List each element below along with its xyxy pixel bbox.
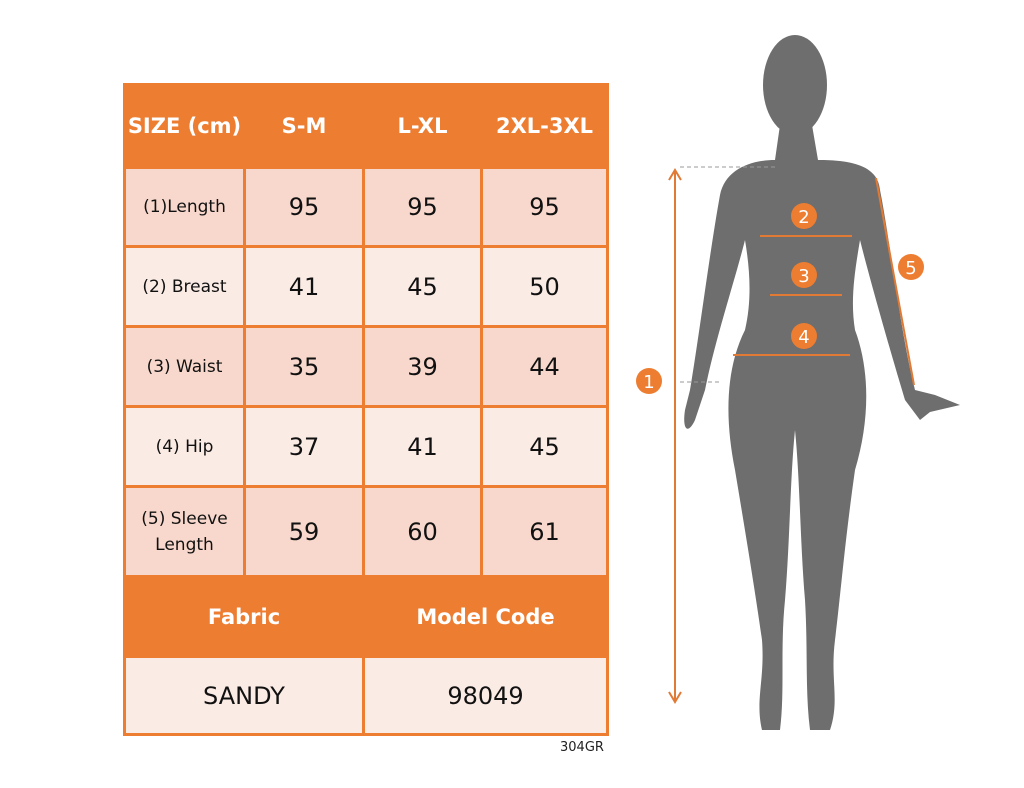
marker-1 xyxy=(636,368,662,394)
marker-3 xyxy=(791,262,817,288)
marker-5 xyxy=(898,254,924,280)
row-label: (1)Length xyxy=(123,166,246,248)
cell: 44 xyxy=(480,325,609,408)
table-row: (4) Hip 37 41 45 xyxy=(123,405,609,488)
header-l-xl: L-XL xyxy=(362,83,483,169)
header-s-m: S-M xyxy=(243,83,365,169)
cell: 41 xyxy=(243,245,365,328)
fabric-value: SANDY xyxy=(123,655,365,736)
cell: 59 xyxy=(243,485,365,578)
header-fabric: Fabric xyxy=(123,575,365,658)
row-label: (2) Breast xyxy=(123,245,246,328)
cell: 37 xyxy=(243,405,365,488)
row-label: (4) Hip xyxy=(123,405,246,488)
silhouette xyxy=(684,35,960,730)
row-label: (3) Waist xyxy=(123,325,246,408)
cell: 41 xyxy=(362,405,483,488)
footer-header-row: Fabric Model Code xyxy=(123,575,609,658)
row-label: (5) Sleeve Length xyxy=(123,485,246,578)
table-row: (1)Length 95 95 95 xyxy=(123,166,609,248)
table-header-row: SIZE (cm) S-M L-XL 2XL-3XL xyxy=(123,83,609,169)
footer-value-row: SANDY 98049 xyxy=(123,655,609,736)
cell: 95 xyxy=(480,166,609,248)
header-2xl-3xl: 2XL-3XL xyxy=(480,83,609,169)
cell: 35 xyxy=(243,325,365,408)
cell: 45 xyxy=(362,245,483,328)
size-chart-table: SIZE (cm) S-M L-XL 2XL-3XL (1)Length 95 … xyxy=(123,83,609,736)
cell: 50 xyxy=(480,245,609,328)
header-size: SIZE (cm) xyxy=(123,83,246,169)
cell: 39 xyxy=(362,325,483,408)
cell: 61 xyxy=(480,485,609,578)
model-code-value: 98049 xyxy=(362,655,609,736)
marker-2 xyxy=(791,203,817,229)
table-row: (5) Sleeve Length 59 60 61 xyxy=(123,485,609,578)
cell: 95 xyxy=(243,166,365,248)
header-model-code: Model Code xyxy=(362,575,609,658)
marker-circles xyxy=(636,203,924,394)
table-row: (2) Breast 41 45 50 xyxy=(123,245,609,328)
cell: 95 xyxy=(362,166,483,248)
table-row: (3) Waist 35 39 44 xyxy=(123,325,609,408)
product-code: 304GR xyxy=(560,740,604,755)
marker-3-label: 3 xyxy=(798,266,809,287)
body-measurement-figure: 1 2 3 4 5 xyxy=(636,35,960,730)
measurement-lines xyxy=(668,166,915,704)
marker-4-label: 4 xyxy=(798,327,809,348)
cell: 45 xyxy=(480,405,609,488)
marker-5-label: 5 xyxy=(905,258,916,279)
marker-2-label: 2 xyxy=(798,207,809,228)
marker-1-label: 1 xyxy=(643,372,654,393)
cell: 60 xyxy=(362,485,483,578)
marker-4 xyxy=(791,323,817,349)
